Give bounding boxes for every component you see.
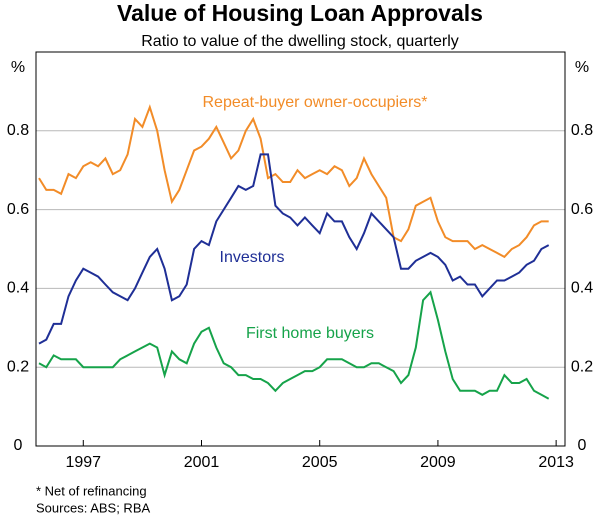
source: Sources: ABS; RBA — [36, 500, 150, 515]
y-tick-label: 0.2 — [7, 358, 29, 375]
chart-title: Value of Housing Loan Approvals — [117, 0, 483, 26]
y-tick-label: 0.8 — [7, 122, 29, 139]
series-label: Investors — [220, 249, 285, 266]
x-tick-label: 2009 — [420, 454, 456, 471]
y2-tick-label: 0.2 — [571, 358, 593, 375]
x-tick-label: 2013 — [538, 454, 574, 471]
series-label: Repeat-buyer owner-occupiers* — [203, 94, 428, 111]
y2-tick-label: 0.4 — [571, 280, 593, 297]
y-axis-unit: % — [11, 59, 25, 76]
chart-subtitle: Ratio to value of the dwelling stock, qu… — [141, 33, 459, 50]
series-label: First home buyers — [246, 325, 374, 342]
footnote: * Net of refinancing — [36, 483, 147, 498]
series-line — [38, 290, 550, 400]
x-tick-label: 2005 — [302, 454, 338, 471]
x-tick-label: 2001 — [184, 454, 220, 471]
y-tick-label: 0.4 — [7, 280, 29, 297]
x-tick-label: 1997 — [65, 454, 101, 471]
series-line — [38, 104, 549, 259]
y-tick-label: 0.6 — [7, 201, 29, 218]
y2-tick-label: 0.6 — [571, 201, 593, 218]
series-line — [38, 153, 550, 345]
y2-tick-label: 0.8 — [571, 122, 593, 139]
y-tick-label: 0 — [14, 437, 23, 454]
y2-tick-label: 0 — [578, 437, 587, 454]
plot-frame — [35, 51, 566, 447]
y2-axis-unit: % — [575, 59, 589, 76]
